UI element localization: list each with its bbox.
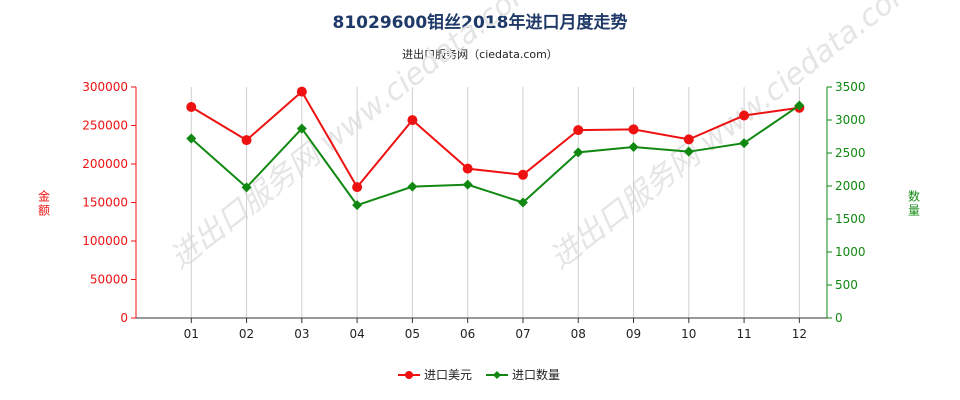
data-point-series-2	[407, 181, 418, 192]
data-point-series-1	[352, 182, 363, 193]
left-tick-label: 0	[120, 311, 128, 325]
legend-item-2[interactable]: 进口数量	[486, 367, 560, 382]
data-point-series-2	[628, 142, 639, 153]
left-axis-title-char: 额	[38, 204, 50, 218]
data-point-series-2	[573, 147, 584, 158]
series-line-2	[190, 104, 800, 207]
watermark-text: 进出口服务网 www.ciedata.com	[543, 0, 923, 276]
x-tick-label: 11	[736, 327, 751, 341]
legend-swatch-marker	[493, 371, 501, 379]
data-point-series-2	[186, 133, 197, 144]
left-tick-label: 50000	[90, 273, 128, 287]
left-tick-label: 300000	[82, 80, 128, 94]
data-point-series-2	[739, 138, 750, 149]
left-axis-title-char: 金	[38, 189, 50, 204]
x-tick-label: 05	[405, 327, 420, 341]
right-tick-label: 3000	[835, 113, 866, 127]
left-tick-label: 200000	[82, 157, 128, 171]
data-point-series-1	[517, 169, 528, 180]
data-point-series-1	[296, 86, 307, 97]
right-axis-title-char: 数	[908, 189, 920, 204]
data-point-series-2	[241, 182, 252, 193]
left-tick-label: 250000	[82, 119, 128, 133]
data-point-series-1	[573, 125, 584, 136]
data-point-series-1	[407, 115, 418, 126]
data-point-series-2	[683, 146, 694, 157]
right-tick-label: 2000	[835, 179, 866, 193]
right-axis-title: 数量	[908, 189, 920, 218]
data-point-series-2	[517, 197, 528, 208]
data-point-series-2	[352, 200, 363, 211]
left-axis-title: 金额	[38, 189, 50, 218]
left-tick-label: 150000	[82, 196, 128, 210]
chart-title: 81029600钼丝2018年进口月度走势	[332, 13, 628, 33]
right-tick-label: 1500	[835, 212, 866, 226]
axes: 0500001000001500002000002500003000000500…	[38, 80, 920, 341]
right-tick-label: 2500	[835, 146, 866, 160]
data-point-series-1	[628, 124, 639, 135]
right-axis-title-char: 量	[908, 204, 920, 218]
x-tick-label: 02	[239, 327, 254, 341]
data-point-series-1	[186, 102, 197, 113]
x-tick-label: 12	[792, 327, 807, 341]
right-tick-label: 500	[835, 278, 858, 292]
x-tick-label: 08	[571, 327, 586, 341]
data-point-series-1	[462, 163, 473, 174]
legend-swatch-marker	[405, 371, 413, 379]
right-tick-label: 0	[835, 311, 843, 325]
data-point-series-1	[683, 134, 694, 145]
watermark-layer: 进出口服务网 www.ciedata.com 进出口服务网 www.ciedata…	[163, 0, 923, 276]
data-point-series-2	[462, 179, 473, 190]
x-tick-label: 01	[184, 327, 199, 341]
legend-item-1[interactable]: 进口美元	[398, 368, 472, 382]
series-line-1	[190, 90, 800, 189]
chart-subtitle: 进出口服务网（ciedata.com）	[402, 48, 558, 61]
left-tick-label: 100000	[82, 234, 128, 248]
right-tick-label: 3500	[835, 80, 866, 94]
right-tick-label: 1000	[835, 245, 866, 259]
data-point-series-1	[241, 135, 252, 146]
x-tick-label: 04	[349, 327, 364, 341]
data-point-series-1	[739, 110, 750, 121]
x-tick-label: 03	[294, 327, 309, 341]
legend-label: 进口美元	[424, 368, 472, 382]
data-point-series-2	[296, 123, 307, 134]
x-tick-label: 06	[460, 327, 475, 341]
data-point-series-2	[794, 100, 805, 111]
legend-label: 进口数量	[512, 367, 560, 382]
x-tick-label: 09	[626, 327, 641, 341]
watermark-text: 进出口服务网 www.ciedata.com	[163, 0, 543, 276]
x-tick-label: 10	[681, 327, 696, 341]
legend[interactable]: 进口美元 进口数量	[398, 367, 560, 382]
series-layer	[186, 86, 805, 211]
x-tick-label: 07	[515, 327, 530, 341]
